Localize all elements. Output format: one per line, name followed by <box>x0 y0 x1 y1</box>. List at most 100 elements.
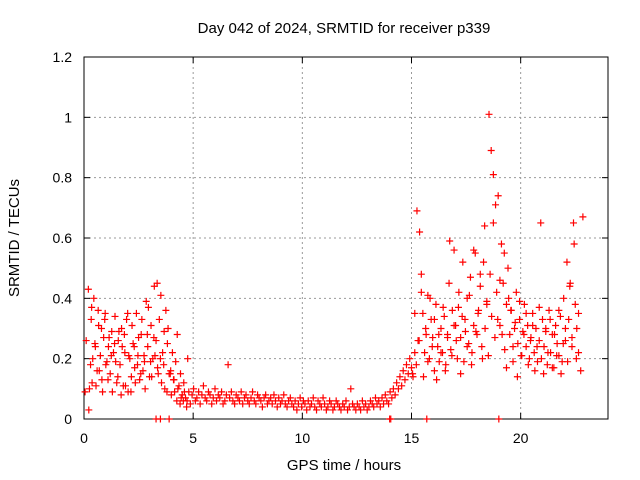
data-point <box>234 394 242 402</box>
data-point <box>111 312 119 320</box>
data-point <box>420 373 428 381</box>
data-point <box>424 358 432 366</box>
data-point <box>97 325 105 332</box>
data-point <box>533 358 541 366</box>
data-point <box>357 406 365 414</box>
data-point <box>131 379 139 387</box>
data-point <box>513 373 521 381</box>
data-point <box>470 321 478 329</box>
data-point <box>524 361 532 369</box>
data-point <box>532 325 540 332</box>
data-point <box>153 279 161 287</box>
data-point <box>486 270 494 278</box>
data-point <box>150 334 158 342</box>
data-point <box>509 343 517 351</box>
data-point <box>537 355 545 363</box>
data-point <box>156 355 164 363</box>
data-point <box>529 309 537 317</box>
data-point <box>198 391 206 399</box>
data-point <box>485 110 493 118</box>
x-axis-label: GPS time / hours <box>287 457 401 474</box>
data-point <box>96 352 104 360</box>
data-point <box>142 297 150 305</box>
data-point <box>422 325 430 332</box>
data-point <box>112 358 120 366</box>
data-point <box>126 355 134 363</box>
data-point <box>132 309 140 317</box>
data-point <box>342 397 350 405</box>
data-point <box>237 388 245 396</box>
data-point <box>257 397 265 405</box>
data-point <box>280 391 288 399</box>
data-point <box>94 306 102 314</box>
data-point <box>95 367 103 375</box>
data-point <box>260 394 268 402</box>
data-point <box>401 376 409 384</box>
data-point <box>530 349 538 357</box>
data-point <box>537 219 545 227</box>
data-point <box>114 373 122 381</box>
data-point <box>88 379 96 387</box>
x-tick-label: 15 <box>404 430 420 446</box>
data-point <box>231 400 239 408</box>
data-point <box>505 294 513 302</box>
data-point <box>461 315 469 323</box>
data-point <box>321 400 329 408</box>
data-point <box>572 355 580 363</box>
data-point <box>555 306 563 314</box>
data-point <box>453 355 461 363</box>
data-point <box>157 291 165 299</box>
data-point <box>399 367 407 375</box>
data-point <box>135 334 143 342</box>
data-point <box>144 343 152 351</box>
data-point <box>127 373 135 381</box>
data-point <box>99 388 107 396</box>
data-point <box>258 403 266 411</box>
data-point <box>242 391 250 399</box>
data-point <box>468 361 476 369</box>
data-point <box>466 273 474 281</box>
data-point <box>82 337 90 345</box>
data-point <box>540 343 548 351</box>
data-point <box>221 397 229 405</box>
data-point <box>107 352 115 360</box>
data-point <box>548 364 556 372</box>
data-point <box>102 361 110 369</box>
data-point <box>491 334 499 342</box>
data-point <box>441 367 449 375</box>
data-point <box>171 388 179 396</box>
data-point <box>386 388 394 396</box>
data-point <box>371 394 379 402</box>
data-point <box>209 394 217 402</box>
data-point <box>89 355 97 363</box>
data-point <box>247 394 255 402</box>
data-point <box>460 358 468 366</box>
data-point <box>90 294 98 302</box>
data-point <box>317 403 325 411</box>
data-point <box>138 315 146 323</box>
data-point <box>563 258 571 266</box>
data-point <box>81 388 89 396</box>
data-point <box>358 397 366 405</box>
data-point <box>439 303 447 311</box>
data-point <box>262 391 270 399</box>
data-point <box>201 394 209 402</box>
data-point <box>309 394 317 402</box>
data-point <box>506 331 514 339</box>
data-point <box>476 282 484 290</box>
data-point <box>286 394 294 402</box>
data-point <box>429 334 437 342</box>
data-point <box>393 379 401 387</box>
data-point <box>329 406 337 414</box>
data-point <box>159 349 167 357</box>
data-point <box>450 246 458 254</box>
data-point <box>270 391 278 399</box>
data-point <box>186 400 194 408</box>
data-point <box>559 340 567 348</box>
data-point <box>437 325 445 332</box>
data-point <box>91 340 99 348</box>
data-point <box>136 376 144 384</box>
data-point <box>133 361 141 369</box>
x-tick-label: 0 <box>80 430 88 446</box>
data-point <box>423 415 431 423</box>
